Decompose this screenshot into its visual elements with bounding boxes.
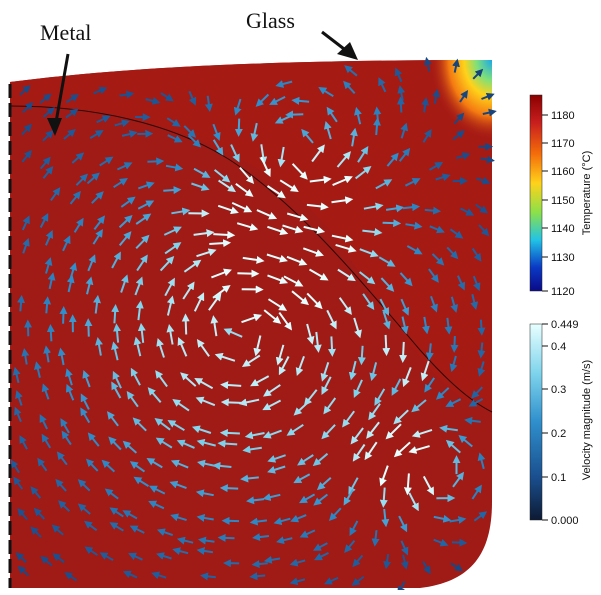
velocity-arrow bbox=[88, 322, 89, 337]
temperature-colorbar-fill bbox=[530, 95, 542, 291]
velocity-arrow bbox=[375, 530, 376, 543]
temperature-tick-label: 1180 bbox=[551, 110, 575, 122]
velocity-colorbar: 0.449 0.4 0.3 0.2 0.1 0.000 Velocity magnitud… bbox=[530, 319, 593, 527]
temperature-tick-label: 1170 bbox=[551, 138, 575, 150]
velocity-arrow bbox=[204, 576, 216, 577]
temperature-colorbar-title: Temperature (°C) bbox=[581, 151, 593, 235]
glass-label: Glass bbox=[246, 8, 295, 34]
velocity-arrow bbox=[237, 273, 255, 274]
velocity-tick-label: 0.2 bbox=[551, 428, 566, 440]
velocity-arrow bbox=[481, 320, 482, 332]
velocity-arrow bbox=[63, 310, 64, 324]
velocity-colorbar-fill bbox=[530, 324, 542, 520]
velocity-arrow bbox=[362, 346, 363, 362]
velocity-arrow bbox=[452, 542, 464, 543]
velocity-arrow bbox=[386, 335, 387, 352]
velocity-arrow bbox=[429, 343, 430, 356]
velocity-arrow bbox=[481, 343, 482, 355]
velocity-arrow bbox=[295, 101, 309, 102]
velocity-arrow bbox=[403, 207, 416, 208]
velocity-arrow bbox=[454, 336, 455, 349]
velocity-arrow bbox=[224, 385, 241, 386]
temperature-tick-label: 1160 bbox=[551, 166, 575, 178]
velocity-arrow bbox=[408, 473, 409, 491]
velocity-arrow bbox=[383, 223, 398, 224]
velocity-arrow bbox=[209, 243, 227, 244]
velocity-arrow bbox=[51, 328, 52, 341]
temperature-tick-label: 1130 bbox=[551, 252, 575, 264]
velocity-arrow bbox=[46, 300, 47, 313]
metal-label: Metal bbox=[40, 20, 91, 46]
velocity-arrow bbox=[376, 122, 377, 136]
temperature-tick-label: 1120 bbox=[551, 286, 575, 298]
velocity-arrow bbox=[117, 327, 118, 342]
velocity-tick-label: 0.3 bbox=[551, 384, 566, 396]
velocity-arrow bbox=[239, 119, 240, 133]
velocity-arrow bbox=[425, 210, 437, 211]
velocity-arrow bbox=[20, 299, 21, 312]
velocity-arrow bbox=[114, 308, 115, 323]
velocity-arrow bbox=[256, 563, 268, 564]
velocity-arrow bbox=[253, 576, 265, 577]
velocity-arrow bbox=[186, 317, 187, 334]
velocity-colorbar-title: Velocity magnitude (m/s) bbox=[581, 360, 593, 480]
velocity-arrow bbox=[289, 114, 303, 115]
velocity-arrow bbox=[222, 538, 235, 539]
velocity-arrow bbox=[224, 433, 240, 434]
velocity-arrow bbox=[224, 488, 238, 489]
velocity-arrow bbox=[163, 190, 177, 191]
velocity-arrow bbox=[401, 101, 402, 113]
temperature-tick-label: 1140 bbox=[551, 223, 575, 235]
velocity-tick-label: 0.1 bbox=[551, 472, 566, 484]
velocity-tick-label: 0.449 bbox=[551, 319, 579, 331]
velocity-arrow bbox=[221, 443, 237, 444]
velocity-tick-label: 0.000 bbox=[551, 515, 579, 527]
velocity-arrow bbox=[213, 234, 231, 235]
velocity-arrow bbox=[331, 336, 332, 353]
velocity-arrow bbox=[384, 488, 385, 504]
velocity-arrow bbox=[403, 342, 404, 359]
temperature-colorbar: 1180 1170 1160 1150 1140 1130 1120 Temperature… bbox=[530, 95, 593, 298]
velocity-arrow bbox=[225, 402, 242, 403]
velocity-tick-label: 0.4 bbox=[551, 341, 566, 353]
velocity-arrow bbox=[147, 161, 160, 162]
temperature-tick-label: 1150 bbox=[551, 195, 575, 207]
